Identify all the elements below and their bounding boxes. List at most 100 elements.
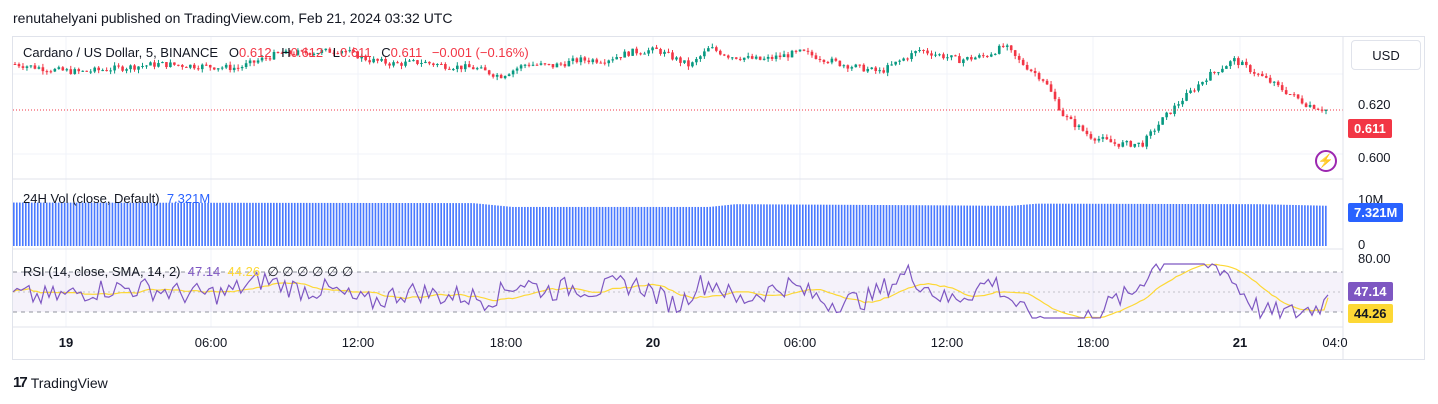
candle-body — [639, 53, 642, 55]
alert-bolt-icon[interactable]: ⚡ — [1315, 150, 1337, 172]
candle-body — [308, 53, 312, 55]
open-label: O — [228, 45, 240, 60]
volume-bar — [1190, 204, 1193, 246]
volume-bar — [861, 204, 864, 246]
volume-bar — [790, 204, 792, 246]
volume-bar — [616, 206, 619, 246]
candle-body — [228, 64, 232, 71]
tradingview-brand[interactable]: 17 TradingView — [13, 374, 108, 391]
volume-bar — [954, 205, 957, 246]
volume-bar — [168, 202, 171, 246]
volume-bar — [1247, 204, 1249, 246]
volume-bar — [592, 206, 595, 246]
volume-bar — [951, 205, 954, 246]
volume-bar — [96, 202, 99, 246]
volume-bar — [156, 202, 159, 246]
volume-bar — [802, 204, 804, 246]
candle-body — [37, 67, 41, 69]
volume-bar — [150, 202, 153, 246]
candle-body — [527, 64, 531, 66]
price-tick-0620: 0.620 — [1358, 97, 1391, 112]
candle-body — [910, 53, 913, 60]
volume-bar — [1079, 203, 1082, 246]
volume-bar — [305, 202, 308, 246]
volume-bar — [129, 202, 132, 246]
candle-body — [691, 62, 694, 67]
volume-bar — [1100, 203, 1103, 246]
volume-bar — [939, 205, 942, 246]
candle-body — [715, 47, 718, 51]
candle-body — [1256, 73, 1260, 75]
rsi-band-fill — [13, 272, 1343, 312]
volume-bar — [51, 202, 54, 246]
candle-body — [105, 70, 108, 72]
volume-bar — [1038, 203, 1040, 246]
candle-body — [208, 65, 212, 68]
candle-body — [444, 64, 447, 69]
candle-body — [886, 65, 889, 73]
candle-body — [1161, 117, 1164, 125]
candle-body — [248, 60, 252, 64]
volume-bar — [198, 202, 200, 246]
rsi-label[interactable]: RSI (14, close, SMA, 14, 2) — [23, 264, 181, 279]
candle-body — [734, 57, 738, 59]
volume-bar — [1313, 205, 1315, 246]
candle-body — [575, 58, 579, 63]
candle-body — [1260, 73, 1264, 77]
volume-bar — [799, 204, 801, 246]
volume-bar — [700, 206, 703, 246]
candle-body — [862, 64, 866, 72]
candle-body — [17, 64, 21, 67]
currency-button[interactable]: USD — [1351, 40, 1421, 70]
candle-body — [810, 51, 814, 56]
volume-bar — [1259, 204, 1261, 246]
candle-body — [798, 49, 802, 52]
volume-label[interactable]: 24H Vol (close, Default) — [23, 191, 160, 206]
volume-bar — [359, 202, 362, 246]
volume-bar — [416, 203, 419, 246]
symbol-name[interactable]: Cardano / US Dollar, 5, BINANCE — [23, 45, 219, 60]
volume-bar — [960, 205, 963, 246]
volume-bar — [1026, 204, 1028, 246]
candle-body — [312, 53, 316, 55]
candle-body — [483, 67, 487, 71]
volume-bar — [204, 202, 206, 246]
candle-body — [591, 59, 595, 63]
volume-bar — [565, 206, 568, 246]
candle-body — [81, 70, 85, 72]
volume-bar — [1286, 204, 1288, 246]
candle-body — [866, 68, 870, 72]
volume-bar — [697, 206, 700, 246]
volume-bar — [739, 204, 741, 246]
candle-body — [1153, 130, 1156, 132]
candle-body — [786, 54, 790, 58]
volume-bar — [1133, 203, 1136, 246]
candle-body — [1097, 138, 1101, 141]
volume-bar — [796, 204, 798, 246]
rsi-value-badge: 47.14 — [1348, 282, 1393, 301]
volume-bar — [1148, 203, 1151, 246]
volume-bar — [984, 205, 986, 246]
volume-bar — [873, 204, 876, 246]
candle-body — [571, 58, 575, 61]
volume-bar — [1023, 204, 1025, 246]
candle-body — [300, 50, 304, 52]
volume-bar — [1232, 204, 1235, 246]
candle-body — [1101, 137, 1105, 139]
candle-body — [1005, 45, 1009, 47]
volume-bar — [192, 202, 194, 246]
candle-body — [1049, 84, 1053, 92]
chart-frame — [12, 36, 1425, 360]
volume-bar — [287, 202, 290, 246]
volume-bar — [87, 202, 90, 246]
volume-bar — [1214, 204, 1217, 246]
candle-body — [858, 64, 862, 66]
volume-bar — [296, 202, 299, 246]
volume-bar — [1274, 204, 1276, 246]
volume-bar — [1115, 203, 1118, 246]
candle-body — [970, 57, 973, 60]
time-tick-label: 20 — [645, 335, 661, 350]
candle-body — [643, 53, 646, 55]
tradingview-logo-icon: 17 — [13, 374, 28, 391]
